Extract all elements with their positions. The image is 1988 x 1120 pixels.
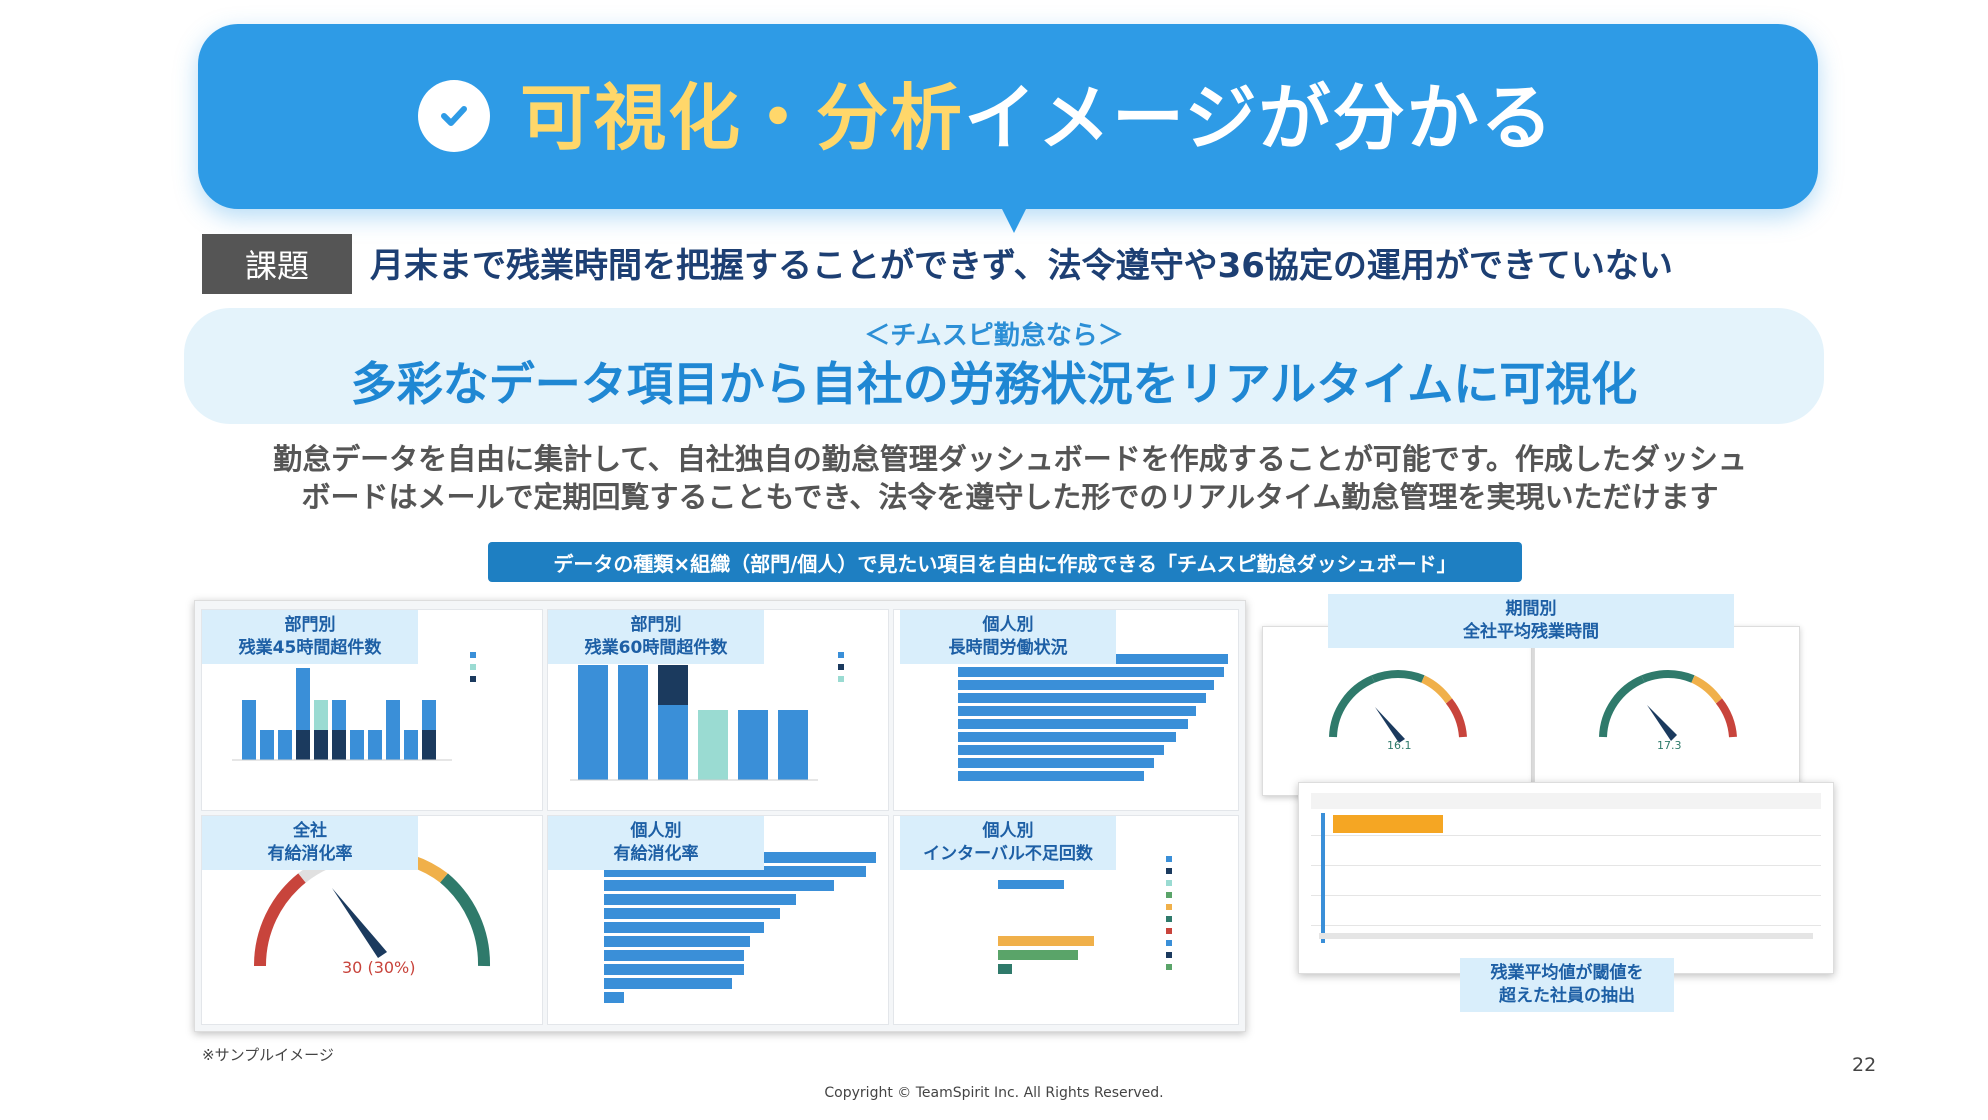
panel-label-personal-longhours: 個人別 長時間労働状況 (900, 610, 1116, 664)
solution-box (184, 308, 1824, 424)
panel-label-line2: 長時間労働状況 (948, 638, 1068, 658)
period-label-line2: 全社平均残業時間 (1463, 622, 1599, 642)
banner-tail (1000, 205, 1028, 233)
table-row-links (1321, 813, 1325, 943)
threshold-table-card (1298, 782, 1834, 974)
gauge-2 (1599, 670, 1737, 741)
panel-label-company-paidleave: 全社 有給消化率 (202, 816, 418, 870)
panel-label-line1: 部門別 (630, 615, 682, 635)
page-number: 22 (1852, 1054, 1877, 1076)
issue-text: 月末まで残業時間を把握することができず、法令遵守や36協定の運用ができていない (370, 246, 1673, 286)
panel-label-line2: 残業45時間超件数 (238, 638, 382, 658)
panel-personal-paidleave: 個人別 有給消化率 (547, 815, 889, 1025)
panel-label-line1: 全社 (293, 821, 327, 841)
period-label: 期間別 全社平均残業時間 (1328, 594, 1734, 648)
dashboard-screenshot-left: 部門別 残業45時間超件数 部門別 残業60時間超件数 (194, 600, 1246, 1032)
sample-note: ※サンプルイメージ (202, 1046, 334, 1064)
solution-title: 多彩なデータ項目から自社の労務状況をリアルタイムに可視化 (350, 357, 1638, 411)
issue-tag: 課題 (202, 234, 352, 294)
extract-label-line2: 超えた社員の抽出 (1499, 986, 1635, 1006)
check-icon (418, 80, 490, 152)
table-divider (1311, 865, 1821, 866)
table-divider (1311, 925, 1821, 926)
description: 勤怠データを自由に集計して、自社独自の勤怠管理ダッシュボードを作成することが可能… (200, 440, 1820, 516)
title-highlight: 可視化・分析 (520, 76, 965, 160)
panel-label-dept-45h: 部門別 残業45時間超件数 (202, 610, 418, 664)
panel-personal-interval: 個人別 インターバル不足回数 (893, 815, 1239, 1025)
panel-label-personal-interval: 個人別 インターバル不足回数 (900, 816, 1116, 870)
panel-label-line2: 有給消化率 (613, 844, 699, 864)
panel-label-line2: インターバル不足回数 (923, 844, 1093, 864)
description-line-2: ボードはメールで定期回覧することもでき、法令を遵守した形でのリアルタイム勤怠管理… (301, 480, 1719, 514)
panel-dept-45h: 部門別 残業45時間超件数 (201, 609, 543, 811)
gauge-left-value: 30 (30%) (342, 958, 416, 977)
panel-personal-longhours: 個人別 長時間労働状況 (893, 609, 1239, 811)
gauge-card-1: 16.1 (1262, 626, 1532, 796)
panel-dept-60h-chart (570, 652, 844, 781)
highlighted-cell (1333, 815, 1443, 833)
panel-dept-45h-chart (232, 652, 476, 761)
table-divider (1311, 835, 1821, 836)
extract-label-line1: 残業平均値が閾値を (1490, 963, 1644, 983)
panel-label-personal-paidleave: 個人別 有給消化率 (548, 816, 764, 870)
panel-label-line1: 個人別 (982, 821, 1034, 841)
gauge-1-value: 16.1 (1387, 739, 1412, 752)
dashboard-caption: データの種類×組織（部門/個人）で見たい項目を自由に作成できる「チムスピ勤怠ダッ… (488, 542, 1522, 582)
description-line-1: 勤怠データを自由に集計して、自社独自の勤怠管理ダッシュボードを作成することが可能… (273, 442, 1747, 476)
copyright: Copyright © TeamSpirit Inc. All Rights R… (824, 1085, 1164, 1101)
table-divider (1311, 895, 1821, 896)
extract-label: 残業平均値が閾値を 超えた社員の抽出 (1460, 958, 1674, 1012)
panel-personal-interval-chart (998, 856, 1172, 974)
page-title: 可視化・分析イメージが分かる (520, 68, 1555, 168)
panel-label-line2: 有給消化率 (267, 844, 353, 864)
panel-label-dept-60h: 部門別 残業60時間超件数 (548, 610, 764, 664)
panel-label-line2: 残業60時間超件数 (584, 638, 728, 658)
period-label-line1: 期間別 (1505, 599, 1557, 619)
title-rest: イメージが分かる (964, 76, 1555, 160)
solution-subtitle: ＜チムスピ勤怠なら＞ (864, 321, 1124, 351)
table-scrollbar[interactable] (1319, 933, 1813, 939)
panel-label-line1: 個人別 (630, 821, 682, 841)
panel-label-line1: 個人別 (982, 615, 1034, 635)
panel-label-line1: 部門別 (284, 615, 336, 635)
panel-company-paidleave: 30 (30%) 全社 有給消化率 (201, 815, 543, 1025)
table-header (1311, 793, 1821, 809)
panel-dept-60h: 部門別 残業60時間超件数 (547, 609, 889, 811)
gauge-1 (1329, 670, 1467, 743)
gauge-2-value: 17.3 (1657, 739, 1682, 752)
gauge-card-2: 17.3 (1534, 626, 1800, 796)
